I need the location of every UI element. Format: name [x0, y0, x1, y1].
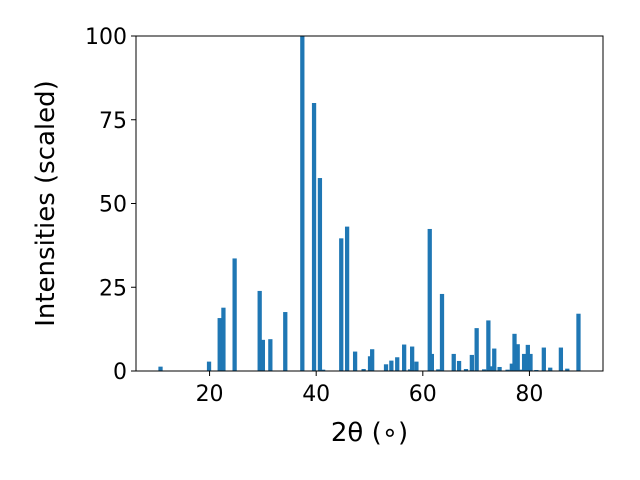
bar	[518, 369, 524, 371]
bar	[268, 339, 273, 371]
bar	[158, 366, 163, 371]
bar	[541, 347, 546, 371]
bar	[383, 364, 389, 371]
bars-group	[158, 36, 581, 371]
bar	[505, 369, 510, 371]
y-axis-label: Intensities (scaled)	[31, 80, 61, 327]
x-axis-ticks: 20 40 60 80	[196, 371, 543, 407]
y-tick-label: 100	[85, 25, 127, 50]
x-tick-label: 20	[196, 382, 224, 407]
bar	[414, 361, 419, 371]
x-tick-label: 80	[515, 382, 543, 407]
y-tick-label: 0	[113, 360, 127, 385]
bar	[410, 346, 415, 371]
bar	[395, 357, 400, 371]
bar	[497, 366, 502, 371]
x-tick-label: 40	[302, 382, 330, 407]
bar	[344, 226, 350, 371]
x-tick-label: 60	[409, 382, 437, 407]
bar	[548, 367, 553, 371]
bar	[300, 36, 305, 371]
bar	[317, 178, 323, 371]
bar	[509, 363, 514, 371]
y-tick-label: 50	[99, 193, 127, 218]
bar	[474, 328, 479, 371]
bar	[320, 369, 326, 371]
bar	[565, 368, 570, 371]
bar	[339, 238, 344, 371]
bar	[456, 360, 462, 371]
bar	[463, 368, 469, 371]
bar	[486, 320, 491, 371]
bar	[361, 368, 366, 371]
bar	[429, 353, 435, 371]
y-tick-label: 25	[99, 276, 127, 301]
bar	[221, 307, 226, 371]
bar	[427, 228, 432, 371]
bar	[528, 353, 533, 371]
bar	[232, 258, 237, 371]
bar	[217, 318, 222, 371]
x-axis-label: 2θ (∘)	[331, 418, 408, 448]
bar	[370, 349, 375, 371]
bar	[521, 353, 527, 371]
bar	[481, 369, 487, 371]
bar	[260, 339, 266, 371]
bar	[534, 369, 539, 371]
bar	[436, 369, 441, 371]
bar	[402, 344, 407, 371]
bar	[389, 360, 394, 371]
bar	[451, 353, 456, 371]
y-tick-label: 75	[99, 109, 127, 134]
bar	[488, 366, 494, 371]
bar	[311, 103, 317, 371]
bar	[257, 290, 262, 371]
bar	[352, 351, 358, 371]
bar	[558, 347, 564, 371]
y-axis-ticks: 0 25 50 75 100	[85, 25, 136, 385]
bar	[512, 333, 517, 371]
plot-frame	[135, 35, 604, 372]
bar	[515, 344, 520, 371]
bar	[283, 312, 288, 371]
bar	[492, 348, 497, 371]
bar	[439, 293, 445, 371]
bar	[576, 313, 581, 371]
bar	[469, 354, 474, 371]
bar	[206, 361, 212, 371]
bar	[525, 344, 530, 371]
